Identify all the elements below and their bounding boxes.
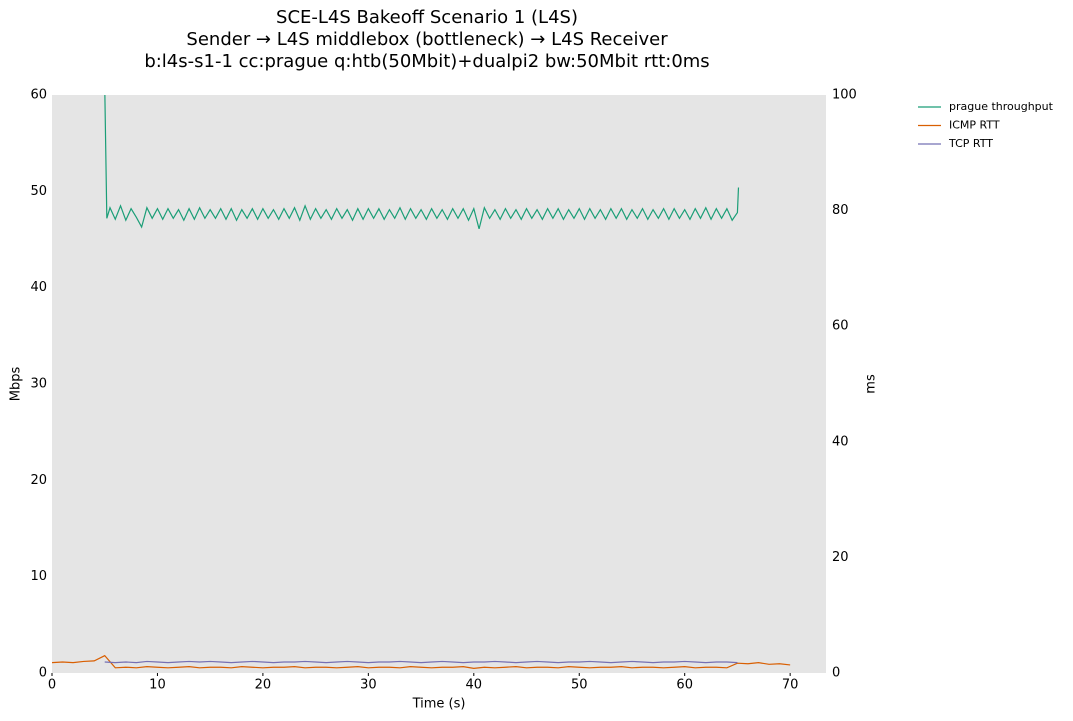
x-tick-label: 20 bbox=[255, 678, 272, 693]
y-tick-label: 60 bbox=[30, 88, 47, 103]
y-axis-label: Mbps bbox=[9, 367, 24, 402]
y-tick-label: 20 bbox=[30, 473, 47, 488]
y2-axis-label: ms bbox=[864, 374, 879, 394]
y-tick-label: 0 bbox=[39, 666, 47, 681]
legend-text: TCP RTT bbox=[948, 137, 993, 150]
x-tick-label: 50 bbox=[571, 678, 588, 693]
x-axis-label: Time (s) bbox=[412, 697, 466, 712]
y2-tick-label: 100 bbox=[832, 88, 857, 103]
chart-subtitle: Sender → L4S middlebox (bottleneck) → L4… bbox=[186, 29, 668, 50]
x-tick-label: 0 bbox=[48, 678, 56, 693]
chart-subtitle: b:l4s-s1-1 cc:prague q:htb(50Mbit)+dualp… bbox=[144, 51, 709, 72]
y2-tick-label: 0 bbox=[832, 666, 840, 681]
x-tick-label: 10 bbox=[149, 678, 166, 693]
series-line bbox=[104, 95, 740, 230]
y-tick-label: 50 bbox=[30, 184, 47, 199]
legend-text: prague throughput bbox=[949, 100, 1054, 113]
y2-tick-label: 20 bbox=[832, 550, 849, 565]
plot-area bbox=[52, 95, 791, 669]
chart-title: SCE-L4S Bakeoff Scenario 1 (L4S) bbox=[276, 7, 578, 28]
x-tick-label: 70 bbox=[782, 678, 799, 693]
x-tick-label: 40 bbox=[466, 678, 483, 693]
plot-background bbox=[52, 95, 826, 673]
x-tick-label: 30 bbox=[360, 678, 377, 693]
y2-tick-label: 80 bbox=[832, 203, 849, 218]
y2-tick-label: 40 bbox=[832, 434, 849, 449]
series-line bbox=[52, 654, 791, 669]
y-tick-label: 10 bbox=[30, 569, 47, 584]
series-line bbox=[104, 660, 738, 664]
y2-tick-label: 60 bbox=[832, 319, 849, 334]
y-tick-label: 40 bbox=[30, 280, 47, 295]
x-tick-label: 60 bbox=[676, 678, 693, 693]
y-tick-label: 30 bbox=[30, 377, 47, 392]
legend-text: ICMP RTT bbox=[949, 119, 1000, 132]
